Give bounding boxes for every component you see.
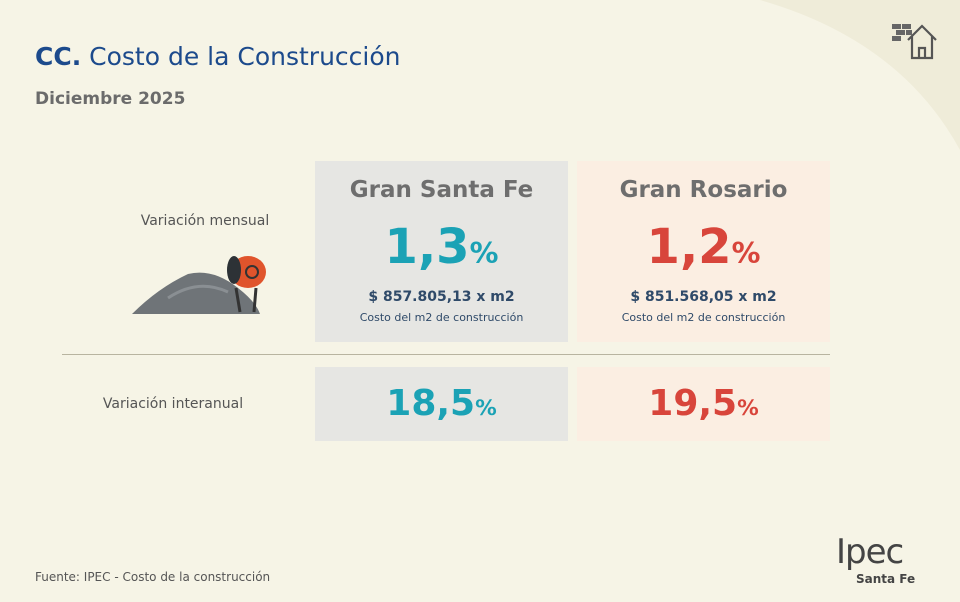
price: $ 857.805,13 x m2 bbox=[368, 289, 515, 305]
region-name: Gran Rosario bbox=[619, 177, 788, 203]
monthly-variation: 1,3% bbox=[315, 219, 568, 275]
separator bbox=[62, 354, 830, 355]
annual-card: 18,5% bbox=[315, 367, 568, 441]
value: 19,5 bbox=[648, 383, 738, 424]
title-code: CC. bbox=[35, 42, 82, 71]
value: 18,5 bbox=[386, 383, 476, 424]
region-card: Gran Santa Fe 1,3% $ 857.805,13 x m2 Cos… bbox=[315, 161, 568, 342]
region-name: Gran Santa Fe bbox=[349, 177, 534, 203]
region-card: Gran Rosario 1,2% $ 851.568,05 x m2 Cost… bbox=[577, 161, 830, 342]
title-text: Costo de la Construcción bbox=[89, 42, 401, 71]
unit: % bbox=[469, 236, 499, 270]
price-note: Costo del m2 de construcción bbox=[359, 311, 524, 324]
monthly-variation: 1,2% bbox=[577, 219, 830, 275]
unit: % bbox=[475, 396, 497, 421]
title: CC. Costo de la Construcción bbox=[35, 42, 401, 71]
unit: % bbox=[737, 396, 759, 421]
row-label: Variación interanual bbox=[102, 396, 244, 412]
annual-variation: 18,5% bbox=[315, 383, 568, 424]
logo-subtitle: Santa Fe bbox=[856, 572, 916, 586]
price: $ 851.568,05 x m2 bbox=[630, 289, 777, 305]
annual-card: 19,5% bbox=[577, 367, 830, 441]
row-label: Variación mensual bbox=[140, 213, 270, 229]
mixer-illustration bbox=[132, 256, 266, 314]
annual-variation: 19,5% bbox=[577, 383, 830, 424]
value: 1,3 bbox=[384, 219, 470, 275]
house-icon bbox=[892, 24, 937, 60]
period: Diciembre 2025 bbox=[35, 89, 186, 109]
source: Fuente: IPEC - Costo de la construcción bbox=[35, 570, 271, 584]
value: 1,2 bbox=[646, 219, 732, 275]
logo: Ipec bbox=[836, 532, 904, 572]
unit: % bbox=[731, 236, 761, 270]
price-note: Costo del m2 de construcción bbox=[621, 311, 786, 324]
